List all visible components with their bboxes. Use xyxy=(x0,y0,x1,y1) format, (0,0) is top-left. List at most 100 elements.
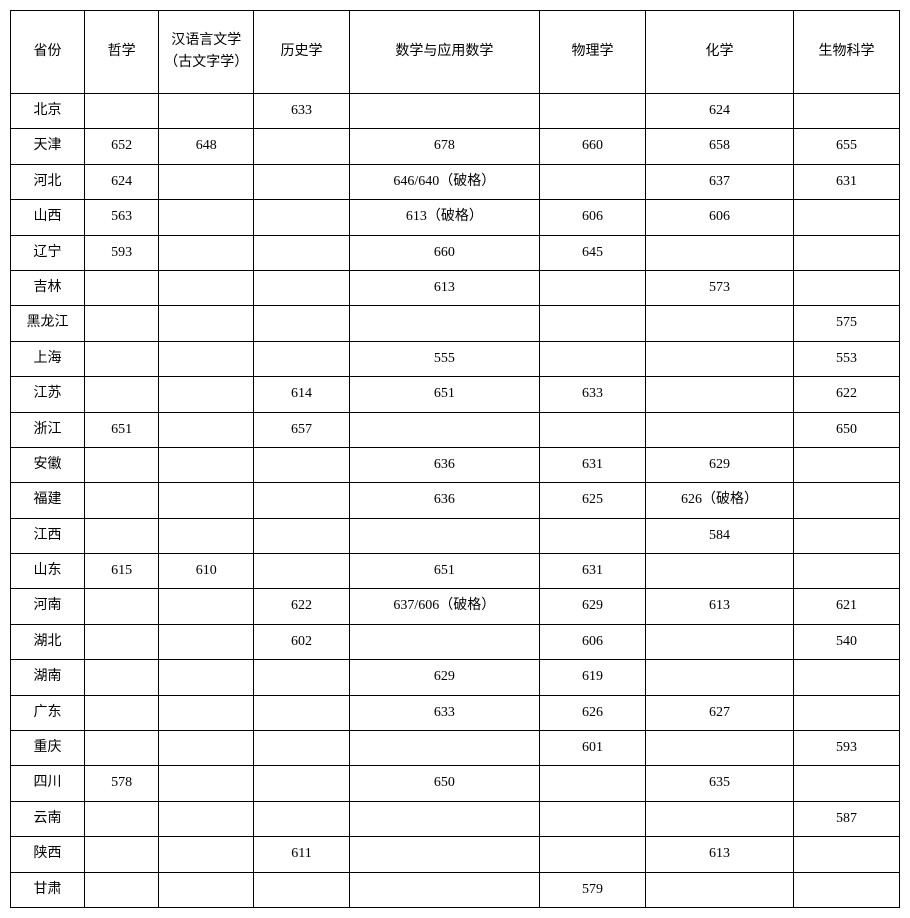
cell-biology: 575 xyxy=(794,306,900,341)
cell-chemistry xyxy=(645,624,793,659)
cell-biology xyxy=(794,447,900,482)
cell-history: 611 xyxy=(254,837,349,872)
cell-chemistry: 613 xyxy=(645,589,793,624)
cell-history xyxy=(254,341,349,376)
cell-chinese xyxy=(159,801,254,836)
cell-chinese xyxy=(159,447,254,482)
cell-history: 633 xyxy=(254,94,349,129)
cell-province: 山东 xyxy=(11,554,85,589)
cell-math xyxy=(349,801,539,836)
cell-chinese xyxy=(159,164,254,199)
cell-physics xyxy=(540,801,646,836)
cell-math xyxy=(349,412,539,447)
cell-history xyxy=(254,270,349,305)
cell-chinese xyxy=(159,837,254,872)
cell-province: 辽宁 xyxy=(11,235,85,270)
cell-chemistry: 613 xyxy=(645,837,793,872)
cell-math: 678 xyxy=(349,129,539,164)
cell-biology xyxy=(794,518,900,553)
table-row: 湖北602606540 xyxy=(11,624,900,659)
column-header-biology: 生物科学 xyxy=(794,11,900,94)
table-row: 河北624646/640（破格）637631 xyxy=(11,164,900,199)
cell-philosophy: 652 xyxy=(85,129,159,164)
cell-philosophy xyxy=(85,872,159,907)
cell-math: 613（破格） xyxy=(349,200,539,235)
cell-chemistry xyxy=(645,660,793,695)
cell-history xyxy=(254,164,349,199)
cell-province: 北京 xyxy=(11,94,85,129)
cell-chemistry: 626（破格） xyxy=(645,483,793,518)
cell-math xyxy=(349,94,539,129)
cell-province: 江西 xyxy=(11,518,85,553)
table-row: 吉林613573 xyxy=(11,270,900,305)
cell-chemistry xyxy=(645,801,793,836)
cell-history xyxy=(254,554,349,589)
cell-physics xyxy=(540,94,646,129)
cell-history: 614 xyxy=(254,377,349,412)
cell-philosophy xyxy=(85,837,159,872)
cell-chemistry: 584 xyxy=(645,518,793,553)
table-row: 山西563613（破格）606606 xyxy=(11,200,900,235)
cell-biology: 650 xyxy=(794,412,900,447)
cell-physics: 626 xyxy=(540,695,646,730)
cell-chinese xyxy=(159,200,254,235)
cell-philosophy xyxy=(85,518,159,553)
cell-chinese xyxy=(159,235,254,270)
column-header-history: 历史学 xyxy=(254,11,349,94)
cell-biology: 621 xyxy=(794,589,900,624)
cell-province: 四川 xyxy=(11,766,85,801)
table-row: 北京633624 xyxy=(11,94,900,129)
cell-physics: 625 xyxy=(540,483,646,518)
table-row: 四川578650635 xyxy=(11,766,900,801)
table-row: 云南587 xyxy=(11,801,900,836)
table-header-row: 省份哲学汉语言文学（古文字学）历史学数学与应用数学物理学化学生物科学 xyxy=(11,11,900,94)
cell-chinese xyxy=(159,872,254,907)
cell-chinese xyxy=(159,695,254,730)
column-header-math: 数学与应用数学 xyxy=(349,11,539,94)
cell-philosophy xyxy=(85,447,159,482)
cell-physics: 631 xyxy=(540,554,646,589)
cell-chemistry: 637 xyxy=(645,164,793,199)
cell-philosophy xyxy=(85,624,159,659)
cell-physics xyxy=(540,341,646,376)
column-header-philosophy: 哲学 xyxy=(85,11,159,94)
cell-physics xyxy=(540,306,646,341)
cell-history: 622 xyxy=(254,589,349,624)
table-row: 天津652648678660658655 xyxy=(11,129,900,164)
cell-chemistry xyxy=(645,306,793,341)
cell-biology: 587 xyxy=(794,801,900,836)
cell-province: 湖北 xyxy=(11,624,85,659)
cell-province: 江苏 xyxy=(11,377,85,412)
cell-physics: 631 xyxy=(540,447,646,482)
cell-chinese xyxy=(159,766,254,801)
cell-philosophy: 578 xyxy=(85,766,159,801)
cell-chinese xyxy=(159,518,254,553)
cell-history xyxy=(254,129,349,164)
cell-chinese xyxy=(159,94,254,129)
cell-biology xyxy=(794,235,900,270)
cell-philosophy: 563 xyxy=(85,200,159,235)
cell-province: 福建 xyxy=(11,483,85,518)
table-row: 浙江651657650 xyxy=(11,412,900,447)
cell-philosophy xyxy=(85,341,159,376)
cell-math xyxy=(349,624,539,659)
cell-physics: 633 xyxy=(540,377,646,412)
cell-chemistry xyxy=(645,872,793,907)
cell-philosophy xyxy=(85,483,159,518)
cell-chinese xyxy=(159,341,254,376)
cell-history xyxy=(254,695,349,730)
cell-history xyxy=(254,801,349,836)
column-header-chinese: 汉语言文学（古文字学） xyxy=(159,11,254,94)
cell-physics: 606 xyxy=(540,624,646,659)
cell-biology xyxy=(794,660,900,695)
cell-chinese: 648 xyxy=(159,129,254,164)
cell-philosophy xyxy=(85,801,159,836)
cell-chemistry: 658 xyxy=(645,129,793,164)
cell-history xyxy=(254,483,349,518)
cell-biology xyxy=(794,872,900,907)
cell-math xyxy=(349,837,539,872)
cell-chemistry xyxy=(645,377,793,412)
cell-biology xyxy=(794,695,900,730)
cell-math: 651 xyxy=(349,554,539,589)
cell-math: 629 xyxy=(349,660,539,695)
